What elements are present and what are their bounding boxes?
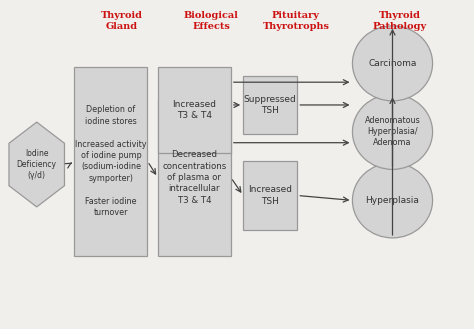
Text: Adenomatous
Hyperplasia/
Adenoma: Adenomatous Hyperplasia/ Adenoma: [365, 116, 420, 147]
Text: Hyperplasia: Hyperplasia: [365, 196, 419, 205]
Ellipse shape: [353, 94, 433, 169]
Text: Pituitary
Thyrotrophs: Pituitary Thyrotrophs: [263, 11, 329, 31]
Text: Suppressed
TSH: Suppressed TSH: [244, 95, 297, 115]
Text: Carcinoma: Carcinoma: [368, 59, 417, 68]
Bar: [243, 76, 297, 134]
Text: Depletion of
iodine stores

Increased activity
of iodine pump
(sodium-iodine
sym: Depletion of iodine stores Increased act…: [75, 105, 146, 217]
Bar: [158, 67, 231, 153]
Bar: [158, 99, 231, 256]
Text: Thyroid
Pathology: Thyroid Pathology: [373, 11, 427, 31]
Text: Biological
Effects: Biological Effects: [183, 11, 238, 31]
Bar: [243, 161, 297, 230]
Ellipse shape: [353, 163, 433, 238]
Text: Decreased
concentrations
of plasma or
intracellular
T3 & T4: Decreased concentrations of plasma or in…: [162, 150, 227, 205]
Polygon shape: [9, 122, 64, 207]
Text: Increased
T3 & T4: Increased T3 & T4: [173, 100, 216, 120]
Text: Iodine
Deficiency
(γ/d): Iodine Deficiency (γ/d): [17, 149, 57, 180]
Text: Thyroid
Gland: Thyroid Gland: [100, 11, 143, 31]
Bar: [74, 67, 147, 256]
Text: Increased
TSH: Increased TSH: [248, 185, 292, 206]
Ellipse shape: [353, 26, 433, 101]
